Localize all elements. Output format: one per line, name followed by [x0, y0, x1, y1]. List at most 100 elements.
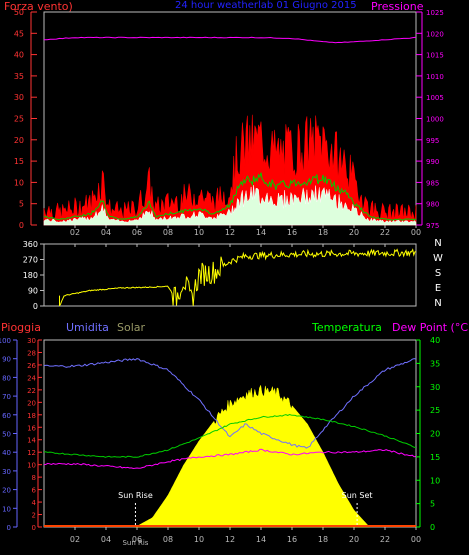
panel1-x-tick-label: 20 — [349, 228, 359, 237]
wind-y-tick-label: 45 — [14, 29, 24, 38]
temperature-y-tick-label: 20 — [430, 430, 440, 439]
wind-y-tick-label: 50 — [14, 8, 24, 17]
panel1-x-tick-label: 12 — [225, 228, 235, 237]
direction-y-tick-label: 0 — [33, 302, 38, 311]
pressure-y-tick-label: 1025 — [426, 9, 444, 17]
rain-y-tick-label: 6 — [32, 487, 37, 495]
panel3-x-tick-label: 12 — [225, 535, 235, 544]
pressure-y-tick-label: 975 — [426, 222, 439, 230]
panel3-x-tick-label: 16 — [287, 535, 297, 544]
wind-average-line — [43, 172, 417, 221]
humidity-y-tick-label: 30 — [2, 468, 11, 476]
rain-y-tick-label: 28 — [27, 349, 36, 357]
temperature-axis-label: Temperatura — [311, 321, 382, 334]
panel1-x-tick-label: 16 — [287, 228, 297, 237]
compass-label-0: N — [434, 238, 441, 249]
panel1-x-tick-label: 08 — [163, 228, 173, 237]
humidity-y-tick-label: 60 — [2, 412, 11, 420]
pressure-y-tick-label: 1010 — [426, 73, 444, 81]
wind-min-area — [43, 185, 417, 226]
pressure-y-tick-label: 990 — [426, 158, 439, 166]
temperature-y-tick-label: 30 — [430, 383, 440, 392]
panel1-x-tick-label: 18 — [318, 228, 328, 237]
wind-y-tick-label: 15 — [14, 157, 24, 166]
panel3-x-tick-label: 20 — [349, 535, 359, 544]
humidity-y-tick-label: 20 — [2, 487, 11, 495]
rain-y-tick-label: 12 — [27, 449, 36, 457]
panel3-x-tick-label: 22 — [380, 535, 390, 544]
panel1-frame — [43, 11, 417, 226]
humidity-y-tick-label: 0 — [7, 524, 11, 532]
sunset-label: Sun Set — [342, 491, 373, 500]
humidity-y-tick-label: 70 — [2, 393, 11, 401]
wind-axis-label: Forza vento) — [4, 0, 73, 13]
wind-y-tick-label: 0 — [19, 221, 24, 230]
temperature-y-tick-label: 5 — [430, 500, 435, 509]
direction-y-tick-label: 180 — [23, 271, 38, 280]
panel3-x-tick-label: 14 — [256, 535, 266, 544]
wind-y-tick-label: 20 — [14, 136, 24, 145]
direction-y-tick-label: 270 — [23, 256, 38, 265]
compass-label-3: E — [435, 283, 441, 294]
solar-label: Solar — [117, 321, 146, 334]
pressure-y-tick-label: 980 — [426, 201, 439, 209]
humidity-y-tick-label: 80 — [2, 374, 11, 382]
compass-label-1: W — [433, 253, 443, 264]
humidity-y-tick-label: 90 — [2, 356, 11, 364]
pressure-y-tick-label: 1015 — [426, 52, 444, 60]
humidity-y-tick-label: 50 — [2, 431, 11, 439]
sunrise-label: Sun Rise — [118, 491, 153, 500]
rain-y-tick-label: 10 — [27, 462, 36, 470]
rain-y-tick-label: 20 — [27, 399, 36, 407]
rain-y-tick-label: 24 — [27, 374, 36, 382]
panel3-x-tick-label: 08 — [163, 535, 173, 544]
rain-y-tick-label: 0 — [32, 524, 36, 532]
panel1-x-tick-label: 22 — [380, 228, 390, 237]
compass-label-2: S — [435, 268, 441, 279]
direction-y-tick-label: 90 — [28, 287, 38, 296]
dewpoint-axis-label: Dew Point (°C) — [392, 321, 469, 334]
humidity-y-tick-label: 10 — [2, 505, 11, 513]
panel1-x-tick-label: 00 — [411, 228, 421, 237]
rain-y-tick-label: 4 — [32, 499, 37, 507]
wind-y-tick-label: 10 — [14, 178, 24, 187]
pressure-y-tick-label: 1005 — [426, 94, 444, 102]
rain-y-tick-label: 16 — [27, 424, 36, 432]
pressure-axis-label: Pressione — [371, 0, 424, 13]
humidity-line — [43, 358, 417, 449]
panel1-x-tick-label: 10 — [194, 228, 204, 237]
panel3-x-tick-label: 10 — [194, 535, 204, 544]
wind-y-tick-label: 25 — [14, 115, 24, 124]
wind-pressure-panel: 0510152025303540455097598098599099510001… — [14, 8, 444, 237]
panel1-x-tick-label: 02 — [70, 228, 80, 237]
pressure-line — [44, 36, 417, 44]
rain-y-tick-label: 2 — [32, 512, 36, 520]
wind-y-tick-label: 30 — [14, 93, 24, 102]
temperature-y-tick-label: 0 — [430, 523, 435, 532]
wind-y-tick-label: 40 — [14, 51, 24, 60]
rain-y-tick-label: 8 — [32, 474, 36, 482]
humidity-temp-solar-panel: 0102030405060708090100024681012141618202… — [0, 336, 440, 547]
temperature-y-tick-label: 15 — [430, 453, 440, 462]
temperature-y-tick-label: 40 — [430, 336, 440, 345]
panel1-x-tick-label: 04 — [101, 228, 111, 237]
rain-axis-label: Pioggia — [1, 321, 41, 334]
pressure-y-tick-label: 995 — [426, 137, 439, 145]
panel1-x-tick-label: 14 — [256, 228, 266, 237]
panel3-x-tick-label: 00 — [411, 535, 421, 544]
wind-direction-line — [59, 248, 417, 307]
wind-y-tick-label: 5 — [19, 200, 24, 209]
humidity-y-tick-label: 100 — [0, 337, 11, 345]
rain-y-tick-label: 30 — [27, 337, 36, 345]
rain-y-tick-label: 26 — [27, 362, 36, 370]
rain-y-tick-label: 18 — [27, 412, 36, 420]
pressure-y-tick-label: 1000 — [426, 116, 444, 124]
compass-label-4: N — [434, 298, 441, 309]
panel3-x-tick-label: 04 — [101, 535, 111, 544]
rain-y-tick-label: 14 — [27, 437, 36, 445]
rain-y-tick-label: 22 — [27, 387, 36, 395]
panel3-x-tick-label: 06 — [132, 535, 142, 544]
panel1-x-tick-label: 06 — [132, 228, 142, 237]
